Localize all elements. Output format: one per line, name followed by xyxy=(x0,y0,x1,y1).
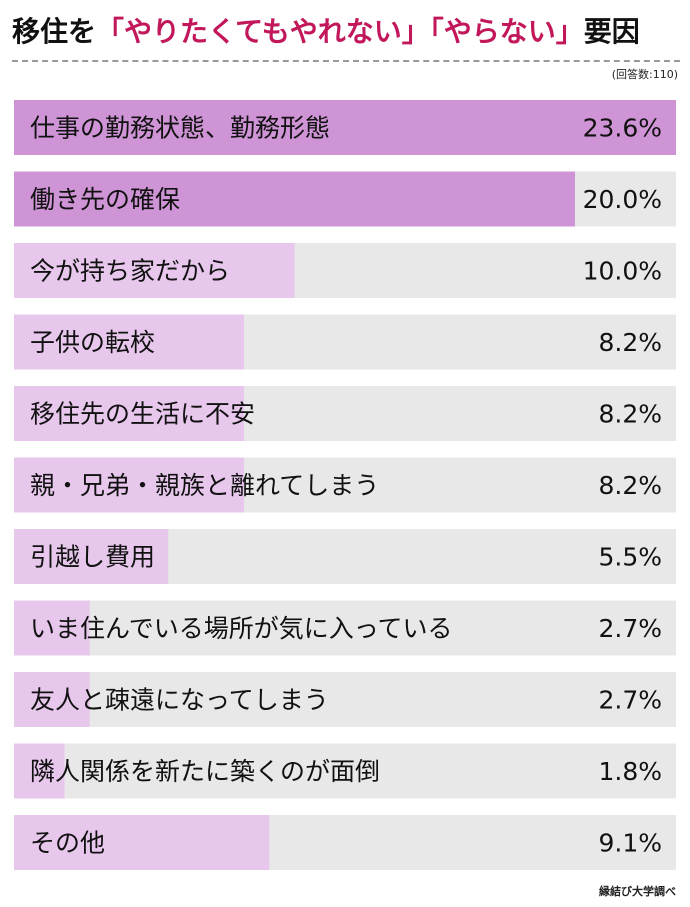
title-prefix: 移住を xyxy=(12,15,97,48)
value-label: 5.5% xyxy=(598,543,662,572)
category-label: いま住んでいる場所が気に入っている xyxy=(30,614,453,643)
bar xyxy=(14,314,245,370)
category-label: 子供の転校 xyxy=(30,328,155,357)
title-divider xyxy=(12,60,680,62)
bar xyxy=(14,529,169,584)
value-label: 2.7% xyxy=(598,614,662,643)
category-label: その他 xyxy=(30,829,105,858)
bar xyxy=(14,171,576,227)
title-highlight-2: 「やらない」 xyxy=(429,15,584,48)
category-label: 親・兄弟・親族と離れてしまう xyxy=(30,471,379,500)
bar xyxy=(14,672,90,727)
bar xyxy=(14,815,270,870)
value-label: 8.2% xyxy=(598,400,662,429)
value-label: 10.0% xyxy=(583,257,662,286)
bar xyxy=(14,100,676,155)
value-label: 9.1% xyxy=(598,829,662,858)
value-label: 8.2% xyxy=(598,471,662,500)
value-label: 2.7% xyxy=(598,686,662,715)
bar xyxy=(14,600,90,656)
bar xyxy=(14,386,245,441)
value-label: 20.0% xyxy=(583,185,662,214)
category-label: 今が持ち家だから xyxy=(30,257,230,286)
chart-title: 移住を「やりたくてもやれない」「やらない」要因 xyxy=(12,10,682,54)
bar xyxy=(14,457,245,513)
category-label: 働き先の確保 xyxy=(30,185,180,214)
bar-track xyxy=(14,600,676,656)
bar xyxy=(14,743,65,799)
value-label: 1.8% xyxy=(598,757,662,786)
category-label: 移住先の生活に不安 xyxy=(30,400,255,429)
value-label: 8.2% xyxy=(598,328,662,357)
title-highlight-1: 「やりたくてもやれない」 xyxy=(96,15,430,48)
value-label: 23.6% xyxy=(583,114,662,143)
category-label: 仕事の勤務状態、勤務形態 xyxy=(30,114,330,143)
bar-track xyxy=(14,672,676,727)
category-label: 引越し費用 xyxy=(30,543,155,572)
source-credit: 縁結び大学調べ xyxy=(599,885,676,898)
title-suffix: 要因 xyxy=(583,15,640,48)
bar-track xyxy=(14,743,676,799)
respondent-count: (回答数:110) xyxy=(611,68,678,81)
category-label: 隣人関係を新たに築くのが面倒 xyxy=(30,757,380,786)
bar xyxy=(14,243,295,298)
category-label: 友人と疎遠になってしまう xyxy=(30,686,329,715)
